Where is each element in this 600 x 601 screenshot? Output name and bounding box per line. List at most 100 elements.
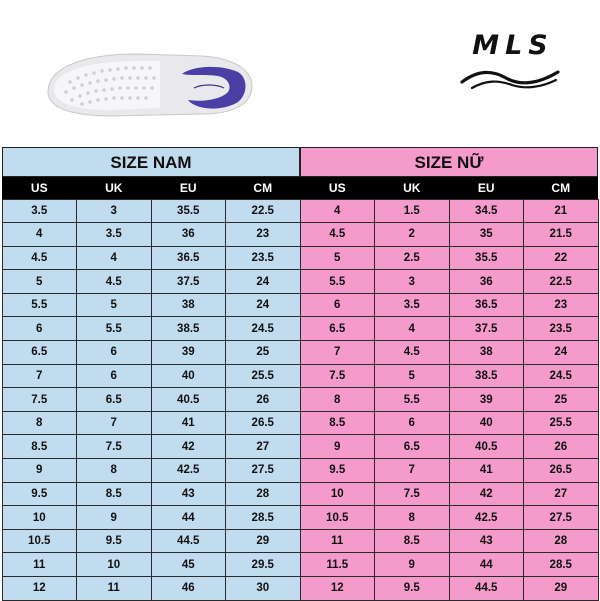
cell-us: 6 <box>299 292 375 318</box>
cell-us: 9 <box>1 458 77 483</box>
table-row: 10.5 8 42.5 27.5 <box>299 505 599 530</box>
cell-cm: 21 <box>523 198 599 224</box>
cell-cm: 24 <box>523 340 599 365</box>
cell-us: 4.5 <box>299 222 375 247</box>
cell-us: 5.5 <box>299 269 375 294</box>
cell-uk: 3.5 <box>76 222 152 247</box>
cell-cm: 29.5 <box>225 552 301 577</box>
cell-us: 4.5 <box>1 245 77 271</box>
table-row: 12 11 46 30 <box>1 576 301 601</box>
cell-uk: 6.5 <box>374 434 450 460</box>
cell-us: 11 <box>1 552 77 577</box>
cell-cm: 25.5 <box>523 410 599 436</box>
cell-eu: 44 <box>448 552 524 577</box>
table-row: 6.5 4 37.5 23.5 <box>299 316 599 342</box>
cell-us: 11 <box>299 528 375 554</box>
cell-eu: 36 <box>150 222 226 247</box>
cell-eu: 44.5 <box>150 528 226 554</box>
table-row: 4.5 4 36.5 23.5 <box>1 245 301 271</box>
cell-eu: 40.5 <box>448 434 524 460</box>
cell-us: 8.5 <box>1 434 77 460</box>
cell-cm: 22 <box>523 245 599 271</box>
cell-eu: 38 <box>150 292 226 318</box>
cell-us: 8 <box>1 410 77 436</box>
cell-eu: 41 <box>448 458 524 483</box>
cell-uk: 2 <box>374 222 450 247</box>
cell-eu: 42.5 <box>448 505 524 530</box>
cell-eu: 41 <box>150 410 226 436</box>
cell-eu: 43 <box>150 481 226 507</box>
table-row: 7 6 40 25.5 <box>1 363 301 389</box>
cell-uk: 4.5 <box>76 269 152 294</box>
cell-uk: 7.5 <box>374 481 450 507</box>
cell-us: 5 <box>299 245 375 271</box>
cell-uk: 6 <box>76 340 152 365</box>
cell-uk: 9.5 <box>76 528 152 554</box>
cell-cm: 23 <box>523 292 599 318</box>
cell-cm: 23 <box>225 222 301 247</box>
table-row: 11 8.5 43 28 <box>299 528 599 554</box>
cell-us: 7.5 <box>299 363 375 389</box>
cell-eu: 38.5 <box>150 316 226 342</box>
cell-eu: 42 <box>150 434 226 460</box>
cell-eu: 36.5 <box>448 292 524 318</box>
cell-cm: 29 <box>523 576 599 601</box>
cell-eu: 34.5 <box>448 198 524 224</box>
cell-uk: 4.5 <box>374 340 450 365</box>
men-column-headers: US UK EU CM <box>2 177 300 199</box>
cell-cm: 25 <box>225 340 301 365</box>
cell-uk: 8 <box>374 505 450 530</box>
cell-us: 10.5 <box>299 505 375 530</box>
cell-eu: 40 <box>448 410 524 436</box>
table-row: 9 8 42.5 27.5 <box>1 458 301 483</box>
cell-us: 10.5 <box>1 528 77 554</box>
column-header-eu: EU <box>179 181 197 195</box>
cell-eu: 40.5 <box>150 387 226 412</box>
cell-uk: 11 <box>76 576 152 601</box>
cell-uk: 3.5 <box>374 292 450 318</box>
cell-cm: 29 <box>225 528 301 554</box>
brand-name: MLS <box>472 30 554 61</box>
cell-uk: 5.5 <box>76 316 152 342</box>
table-row: 6.5 6 39 25 <box>1 340 301 365</box>
table-row: 12 9.5 44.5 29 <box>299 576 599 601</box>
table-row: 6 5.5 38.5 24.5 <box>1 316 301 342</box>
table-row: 5.5 5 38 24 <box>1 292 301 318</box>
cell-us: 3.5 <box>1 198 77 224</box>
table-row: 7 4.5 38 24 <box>299 340 599 365</box>
cell-eu: 43 <box>448 528 524 554</box>
cell-cm: 24 <box>225 292 301 318</box>
cell-uk: 7 <box>76 410 152 436</box>
cell-eu: 45 <box>150 552 226 577</box>
column-header-us: US <box>30 181 48 195</box>
cell-cm: 25.5 <box>225 363 301 389</box>
cell-us: 6.5 <box>1 340 77 365</box>
cell-cm: 24.5 <box>523 363 599 389</box>
table-row: 5 4.5 37.5 24 <box>1 269 301 294</box>
column-header-cm: CM <box>253 181 273 195</box>
cell-cm: 23.5 <box>523 316 599 342</box>
table-row: 9.5 7 41 26.5 <box>299 458 599 483</box>
table-row: 4.5 2 35 21.5 <box>299 222 599 247</box>
table-row: 10.5 9.5 44.5 29 <box>1 528 301 554</box>
table-row: 5 2.5 35.5 22 <box>299 245 599 271</box>
shoe-sole-icon <box>47 53 253 117</box>
women-size-rows: 4 1.5 34.5 21 4.5 2 35 21.5 5 2.5 35.5 22 5.5 3 36 22.5… <box>299 198 599 601</box>
cell-us: 7 <box>1 363 77 389</box>
cell-us: 6.5 <box>299 316 375 342</box>
table-row: 8.5 7.5 42 27 <box>1 434 301 460</box>
cell-us: 4 <box>299 198 375 224</box>
cell-uk: 4 <box>374 316 450 342</box>
table-row: 10 7.5 42 27 <box>299 481 599 507</box>
men-size-title: SIZE NAM <box>2 147 300 177</box>
cell-uk: 3 <box>76 198 152 224</box>
cell-eu: 38 <box>448 340 524 365</box>
cell-eu: 37.5 <box>150 269 226 294</box>
cell-eu: 42.5 <box>150 458 226 483</box>
cell-cm: 27.5 <box>225 458 301 483</box>
women-column-headers: US UK EU CM <box>300 177 598 199</box>
cell-cm: 26.5 <box>523 458 599 483</box>
cell-us: 7.5 <box>1 387 77 412</box>
cell-us: 9.5 <box>1 481 77 507</box>
cell-us: 9 <box>299 434 375 460</box>
